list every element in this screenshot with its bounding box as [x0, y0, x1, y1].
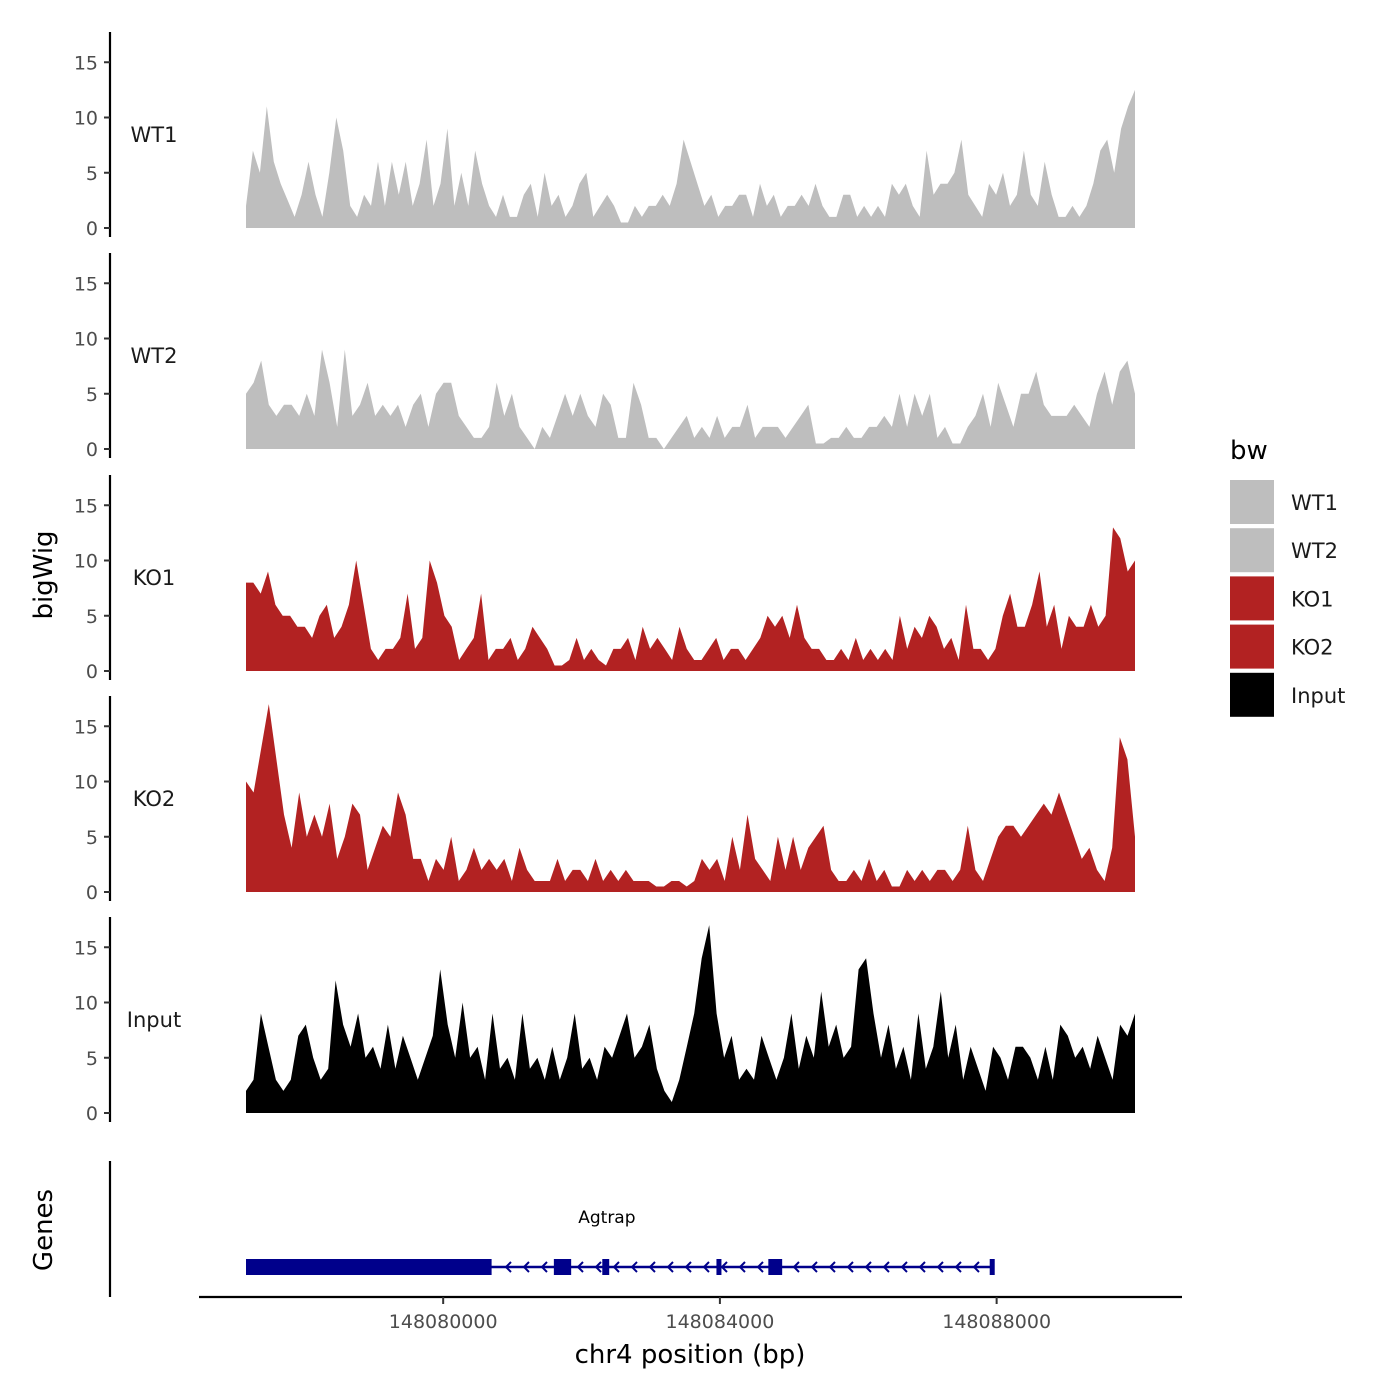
coverage-area-ko1: [246, 527, 1135, 671]
legend-label-wt2: WT2: [1291, 539, 1338, 563]
y-tick-label: 15: [74, 937, 98, 959]
y-tick-label: 0: [86, 661, 98, 683]
track-input: 0 5 10 15 Input: [74, 917, 1135, 1125]
genes-track-title: Genes: [29, 1189, 59, 1271]
y-tick-label: 0: [86, 218, 98, 240]
legend-label-wt1: WT1: [1291, 491, 1338, 515]
strand-arrow: [756, 1261, 764, 1273]
x-tick-label: 148088000: [942, 1311, 1051, 1333]
legend-title: bw: [1230, 436, 1268, 466]
genes-track: Agtrap: [108, 1161, 995, 1297]
x-axis-title: chr4 position (bp): [575, 1340, 806, 1370]
x-tick-label: 148080000: [389, 1311, 498, 1333]
legend-key-ko2: [1230, 624, 1274, 669]
track-label-wt2: WT2: [131, 344, 178, 368]
legend-key-wt1: [1230, 480, 1274, 524]
coverage-area-ko2: [246, 704, 1135, 892]
strand-arrow: [540, 1261, 548, 1273]
strand-arrow: [666, 1261, 674, 1273]
track-wt1: 0 5 10 15 WT1: [74, 32, 1135, 240]
y-tick-label: 5: [86, 827, 98, 849]
strand-arrow: [576, 1261, 584, 1273]
strand-arrow: [648, 1261, 656, 1273]
coverage-area-wt1: [246, 89, 1135, 229]
gene-exon: [768, 1259, 783, 1275]
strand-arrow: [630, 1261, 638, 1273]
y-tick-label: 15: [74, 273, 98, 295]
strand-arrow: [918, 1261, 926, 1273]
gene-exon: [716, 1259, 722, 1275]
y-tick-label: 10: [74, 329, 98, 351]
strand-arrow: [792, 1261, 800, 1273]
y-tick-label: 10: [74, 772, 98, 794]
strand-arrow: [846, 1261, 854, 1273]
coverage-area-wt2: [246, 349, 1135, 449]
y-tick-label: 5: [86, 1048, 98, 1070]
y-tick-label: 5: [86, 384, 98, 406]
legend-label-input: Input: [1291, 684, 1345, 708]
gene-exon: [553, 1259, 572, 1275]
track-label-ko2: KO2: [133, 787, 176, 811]
y-tick-label: 15: [74, 495, 98, 517]
gene-exon: [602, 1259, 610, 1275]
gene-exon: [246, 1259, 492, 1275]
legend-key-input: [1230, 672, 1274, 717]
strand-arrow: [504, 1261, 512, 1273]
y-tick-label: 0: [86, 882, 98, 904]
track-ko2: 0 5 10 15 KO2: [74, 696, 1135, 904]
strand-arrow: [594, 1261, 602, 1273]
strand-arrow: [882, 1261, 890, 1273]
y-tick-label: 10: [74, 993, 98, 1015]
strand-arrow: [972, 1261, 980, 1273]
y-tick-label: 0: [86, 439, 98, 461]
y-tick-label: 15: [74, 52, 98, 74]
gene-label: Agtrap: [578, 1208, 635, 1228]
strand-arrow: [810, 1261, 818, 1273]
gene-exon: [989, 1259, 995, 1275]
legend-label-ko1: KO1: [1291, 587, 1334, 611]
y-tick-label: 15: [74, 716, 98, 738]
strand-arrow: [864, 1261, 872, 1273]
track-ko1: 0 5 10 15 KO1: [74, 475, 1135, 683]
strand-arrow: [954, 1261, 962, 1273]
y-axis-title: bigWig: [29, 530, 59, 619]
strand-arrow: [522, 1261, 530, 1273]
legend-label-ko2: KO2: [1291, 636, 1334, 660]
legend-key-ko1: [1230, 576, 1274, 621]
track-label-wt1: WT1: [131, 123, 178, 147]
track-wt2: 0 5 10 15 WT2: [74, 253, 1135, 461]
strand-arrow: [684, 1261, 692, 1273]
track-label-input: Input: [127, 1008, 181, 1032]
y-tick-label: 0: [86, 1103, 98, 1125]
y-tick-label: 10: [74, 551, 98, 573]
y-tick-label: 10: [74, 108, 98, 130]
strand-arrow: [900, 1261, 908, 1273]
x-tick-label: 148084000: [666, 1311, 775, 1333]
y-tick-label: 5: [86, 163, 98, 185]
coverage-area-input: [246, 925, 1135, 1113]
strand-arrow: [702, 1261, 710, 1273]
track-label-ko1: KO1: [133, 566, 176, 590]
x-axis: chr4 position (bp) 148080000 148084000 148…: [199, 1295, 1182, 1370]
strand-arrow: [720, 1261, 728, 1273]
strand-arrow: [936, 1261, 944, 1273]
legend: bw WT1 WT2 KO1 KO2 Input: [1230, 436, 1345, 717]
y-tick-label: 5: [86, 606, 98, 628]
legend-key-wt2: [1230, 528, 1274, 573]
strand-arrow: [612, 1261, 620, 1273]
strand-arrow: [738, 1261, 746, 1273]
strand-arrow: [828, 1261, 836, 1273]
coverage-tracks: 0 5 10 15 WT1 0 5 10 15 WT2 0 5 10 15 KO1 0 5 10 15 KO2 0 5 10…: [74, 32, 1135, 1125]
